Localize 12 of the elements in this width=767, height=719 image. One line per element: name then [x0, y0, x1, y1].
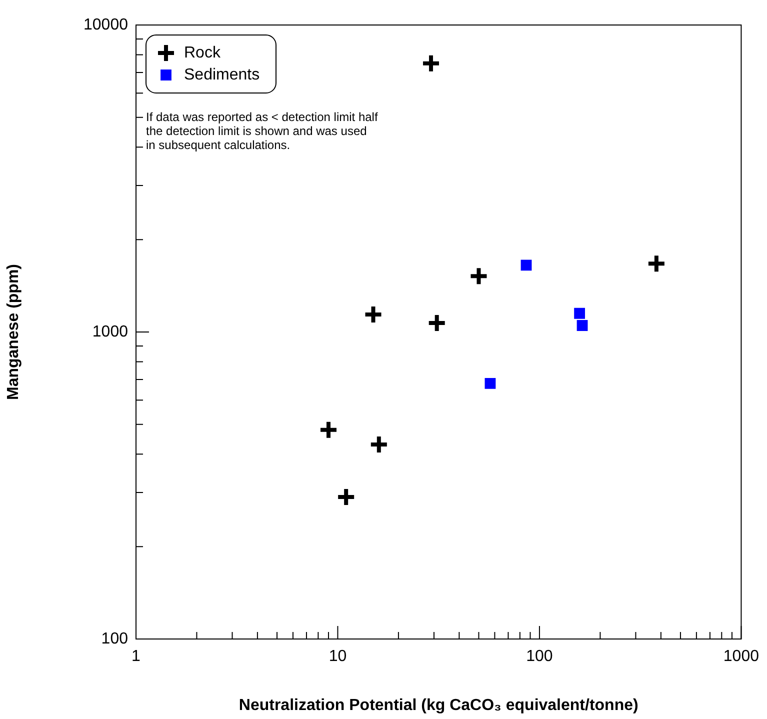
legend-label: Rock	[184, 44, 222, 62]
x-tick-label: 100	[526, 648, 553, 666]
x-tick-label: 1	[132, 648, 141, 666]
annotation: If data was reported as < detection limit half the detection limit is shown and was used in subsequent calculations.	[146, 110, 378, 152]
x-tick-label: 10	[328, 648, 347, 666]
y-tick-label: 1000	[92, 323, 128, 340]
y-tick-label: 10000	[84, 16, 128, 34]
legend-label: Sediments	[184, 66, 260, 84]
y-tick-label: 100	[101, 630, 128, 648]
x-tick-label: 1000	[723, 648, 760, 666]
x-axis-title: Neutralization Potential (kg CaCO₃ equivalent/tonne)	[238, 696, 638, 714]
y-axis-title: Manganese (ppm)	[5, 264, 22, 400]
